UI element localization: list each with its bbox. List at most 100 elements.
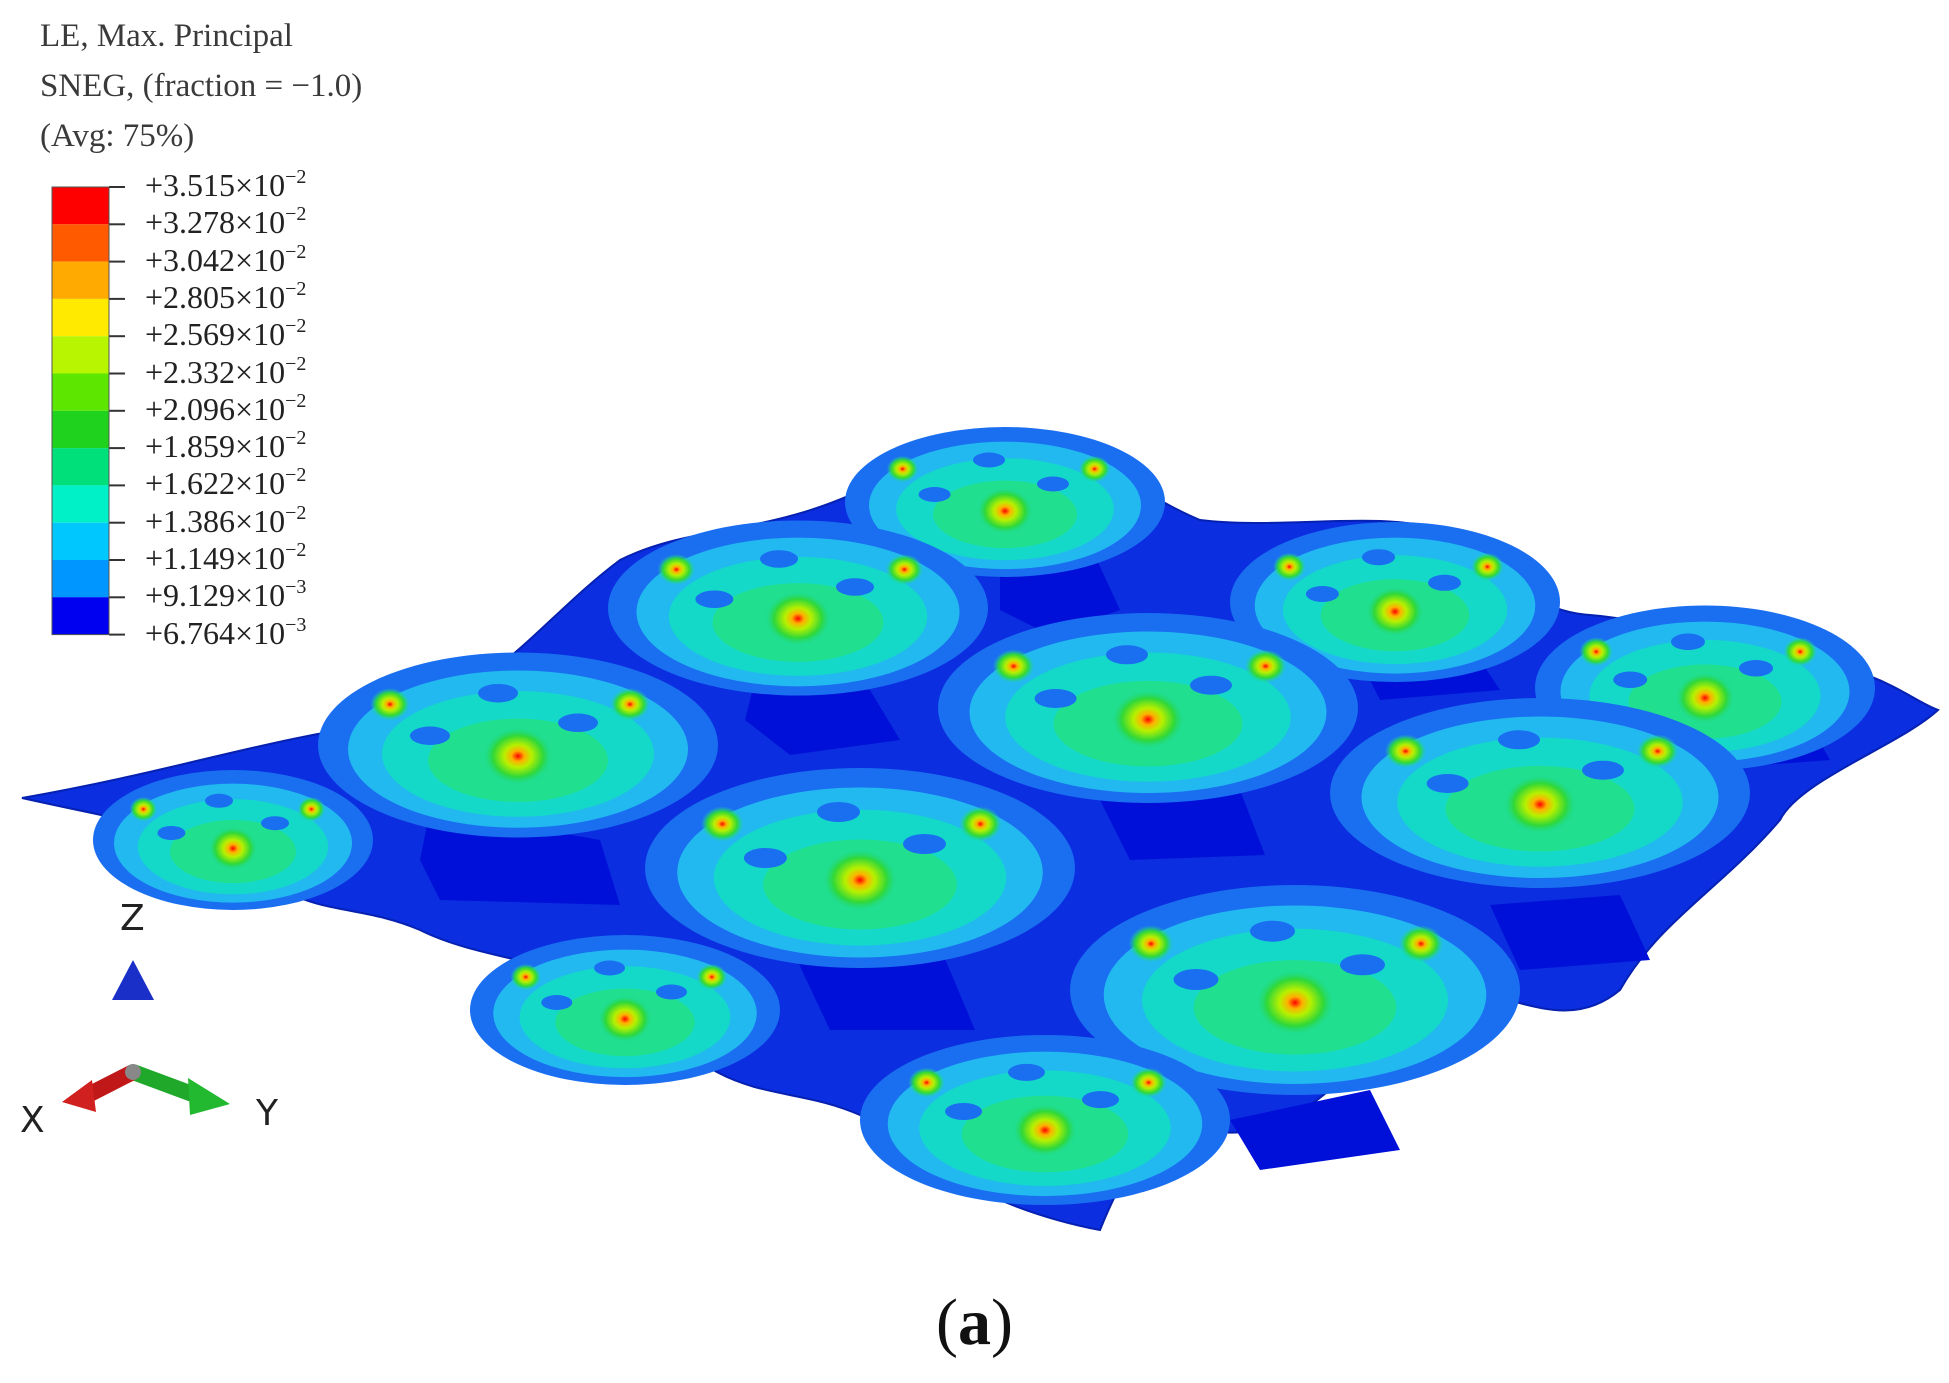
legend-title-line-3: (Avg: 75%) [40,118,195,154]
legend-swatch [52,336,109,374]
contour-bump [1230,522,1560,682]
strain-hotspot [1579,637,1614,667]
legend-swatch [52,224,109,262]
y-axis-label: Y [256,1093,278,1134]
strain-hotspot [1110,689,1186,750]
legend-label-mantissa: +3.515×10 [145,167,286,203]
legend-label-exponent: −2 [285,539,307,561]
contour-bump [645,768,1075,968]
strain-hotspot [908,1067,945,1098]
legend-label-mantissa: +9.129×10 [145,577,286,614]
legend-label-exponent: −3 [285,613,307,636]
contour-bump [845,427,1165,577]
legend-label-mantissa: +6.764×10 [145,614,286,651]
contour-hollow [261,816,289,831]
strain-hotspot [959,806,1002,842]
legend-label-exponent: −2 [285,427,307,450]
contour-hollow [743,848,787,868]
legend-label: +2.569×10−2 [145,315,306,353]
strain-hotspot [701,806,744,842]
legend-swatch [52,485,109,523]
strain-hotspot [1130,1067,1167,1098]
legend-label: +3.042×10−2 [145,241,306,279]
legend-label: +2.805×10−2 [145,278,306,316]
strain-hotspot [510,963,542,991]
legend-title-line-2: SNEG, (fraction = −1.0) [40,68,363,104]
contour-hollow [541,995,573,1010]
strain-hotspot [129,796,158,822]
contour-hollow [1498,730,1540,750]
contour-hollow [594,960,625,976]
contour-hollow [836,578,874,596]
contour-hollow [1034,689,1077,708]
legend-label-exponent: −2 [285,315,307,338]
legend-label-mantissa: +3.042×10 [145,241,286,278]
legend-label-mantissa: +3.278×10 [145,204,286,241]
legend-label: +1.386×10−2 [145,502,306,540]
strain-hotspot [1636,734,1679,768]
legend-swatch [52,597,109,635]
contour-hollow [1613,671,1648,688]
legend-label-exponent: −2 [285,203,307,226]
strain-hotspot [696,963,728,991]
legend-label-mantissa: +2.332×10 [145,353,286,390]
strain-hotspot [1502,774,1578,835]
contour-hollow [903,834,946,854]
legend-label: +6.764×10−3 [145,614,306,652]
contour-hollow [760,550,798,568]
contour-hollow [157,826,186,840]
contour-hollow [1671,633,1705,651]
contour-hollow [410,726,450,745]
caption-open-paren: ( [936,1286,958,1359]
strain-hotspot [597,995,653,1043]
legend-label-exponent: −2 [285,240,307,263]
strain-hotspot [610,688,650,721]
legend-label-mantissa: +1.149×10 [145,540,286,576]
z-axis-arrowhead [112,960,154,1000]
contour-hollow [1190,675,1232,695]
contour-hollow [1037,476,1069,492]
strain-hotspot [1365,586,1425,638]
strain-hotspot [763,590,833,647]
legend-label-mantissa: +2.096×10 [145,390,286,427]
strain-hotspot [821,848,899,912]
strain-hotspot [992,649,1035,683]
contour-bump [608,520,988,696]
triad-origin [125,1064,141,1080]
contour-hollow [817,802,860,822]
strain-hotspot [1244,649,1287,683]
contour-hollow [558,713,598,733]
strain-hotspot [1384,734,1427,768]
contour-hollow [1106,645,1148,665]
contour-hollow [1428,574,1461,591]
contour-hollow [918,487,951,502]
caption-close-paren: ) [991,1286,1013,1359]
contour-hollow [205,793,233,808]
strain-hotspot [370,688,410,721]
legend-label: +1.859×10−2 [145,427,306,465]
legend-label-exponent: −2 [285,166,307,188]
legend-bar-outline [51,186,110,636]
contour-hollow [1173,969,1219,990]
legend-swatch [52,298,109,337]
strain-hotspot [1011,1103,1079,1158]
legend-swatch [52,187,109,225]
legend-swatch [52,560,109,598]
contour-bump [470,935,780,1085]
legend-label: +1.149×10−2 [145,539,306,577]
legend-color-bar [51,186,125,636]
strain-hotspot [1078,455,1111,483]
legend-label-mantissa: +2.805×10 [145,278,286,315]
strain-hotspot [1674,671,1736,725]
legend-label: +9.129×10−3 [145,576,306,614]
strain-hotspot [886,455,919,483]
strain-hotspot [1254,969,1336,1037]
legend-label-mantissa: +1.622×10 [145,465,286,502]
contour-hollow [1739,659,1773,677]
legend-label-exponent: −2 [285,277,307,300]
strain-hotspot [885,554,924,585]
y-axis-arrow [130,1064,198,1103]
legend-label-exponent: −2 [285,389,307,412]
legend-swatch [52,522,109,560]
